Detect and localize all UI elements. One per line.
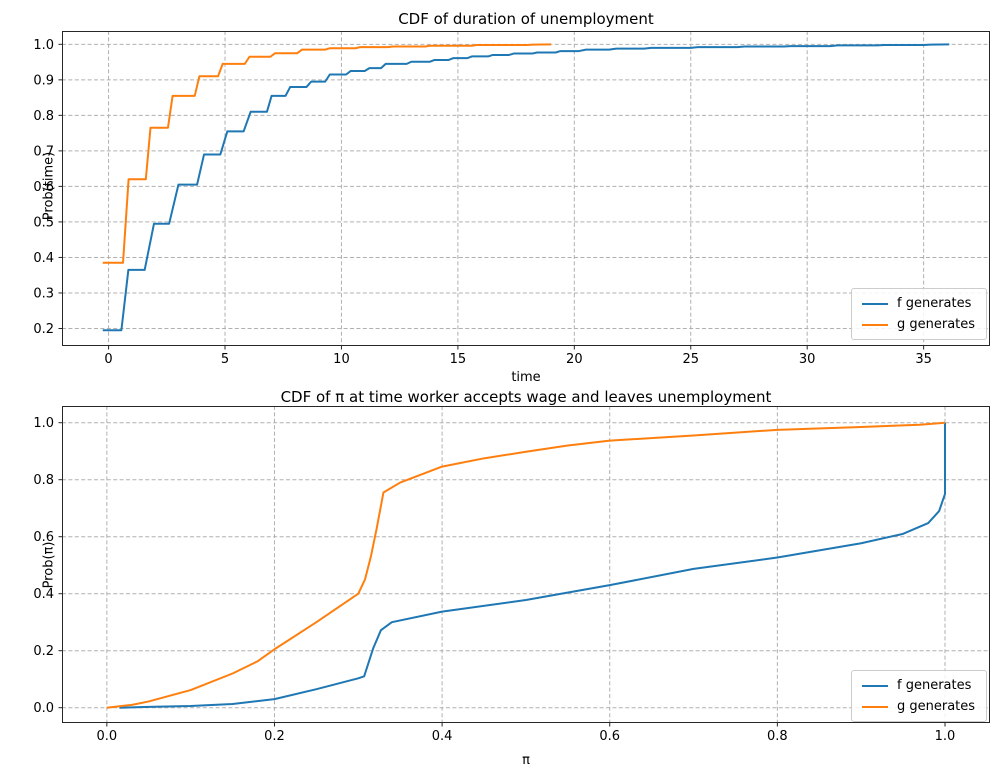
legend-item-g-generates: g generates: [862, 317, 975, 332]
legend-item-f-generates: f generates: [862, 678, 975, 693]
y-tick-label: 0.4: [33, 587, 54, 602]
legend-line-sample-g-icon: [862, 323, 888, 326]
x-tick-label: 0.4: [432, 729, 453, 744]
legend-label: g generates: [897, 317, 976, 332]
legend-line-sample-f-icon: [862, 684, 888, 687]
y-tick-label: 0.6: [33, 530, 54, 545]
series-line-g-generates: [102, 43, 552, 264]
y-tick-label: 0.8: [33, 109, 54, 124]
series-line-f-generates: [102, 43, 950, 332]
x-tick-label: 0.8: [767, 729, 788, 744]
y-tick-label: 1.0: [33, 38, 54, 53]
y-tick-label: 0.0: [33, 701, 54, 716]
top-chart-legend: f generates g generates: [851, 288, 988, 340]
legend-item-g-generates: g generates: [862, 699, 975, 714]
y-tick-label: 0.4: [33, 251, 54, 266]
y-tick-label: 0.9: [33, 73, 54, 88]
y-tick-label: 0.6: [33, 180, 54, 195]
axes-frame: [62, 31, 990, 346]
bottom-chart-xlabel: π: [522, 753, 530, 768]
series-line-g-generates: [106, 421, 946, 709]
y-tick-label: 0.7: [33, 144, 54, 159]
x-tick-label: 35: [915, 352, 932, 367]
bottom-chart-title: CDF of π at time worker accepts wage and…: [280, 388, 772, 406]
legend-label: g generates: [897, 699, 976, 714]
bottom-chart-ylabel: Prob(π): [41, 541, 57, 589]
top-chart-xlabel: time: [511, 370, 541, 385]
x-tick-label: 5: [221, 352, 229, 367]
top-chart-title: CDF of duration of unemployment: [398, 10, 654, 28]
top-chart-ylabel: Prob(time): [41, 151, 57, 221]
y-tick-label: 0.8: [33, 473, 54, 488]
x-tick-label: 25: [682, 352, 699, 367]
x-tick-label: 10: [333, 352, 350, 367]
x-tick-label: 30: [799, 352, 816, 367]
series-line-f-generates: [119, 422, 946, 709]
legend-label: f generates: [897, 678, 972, 693]
x-tick-label: 0.2: [264, 729, 285, 744]
y-tick-label: 1.0: [33, 416, 54, 431]
x-tick-label: 20: [566, 352, 583, 367]
y-tick-label: 0.3: [33, 286, 54, 301]
x-tick-label: 15: [450, 352, 467, 367]
legend-label: f generates: [897, 296, 972, 311]
legend-line-sample-g-icon: [862, 705, 888, 708]
x-tick-label: 1.0: [935, 729, 956, 744]
bottom-chart-legend: f generates g generates: [851, 670, 988, 722]
y-tick-label: 0.2: [33, 322, 54, 337]
legend-item-f-generates: f generates: [862, 296, 975, 311]
x-tick-label: 0.6: [599, 729, 620, 744]
x-tick-label: 0.0: [96, 729, 117, 744]
y-tick-label: 0.5: [33, 215, 54, 230]
axes-frame: [62, 406, 990, 723]
legend-line-sample-f-icon: [862, 302, 888, 305]
y-tick-label: 0.2: [33, 644, 54, 659]
x-tick-label: 0: [104, 352, 112, 367]
